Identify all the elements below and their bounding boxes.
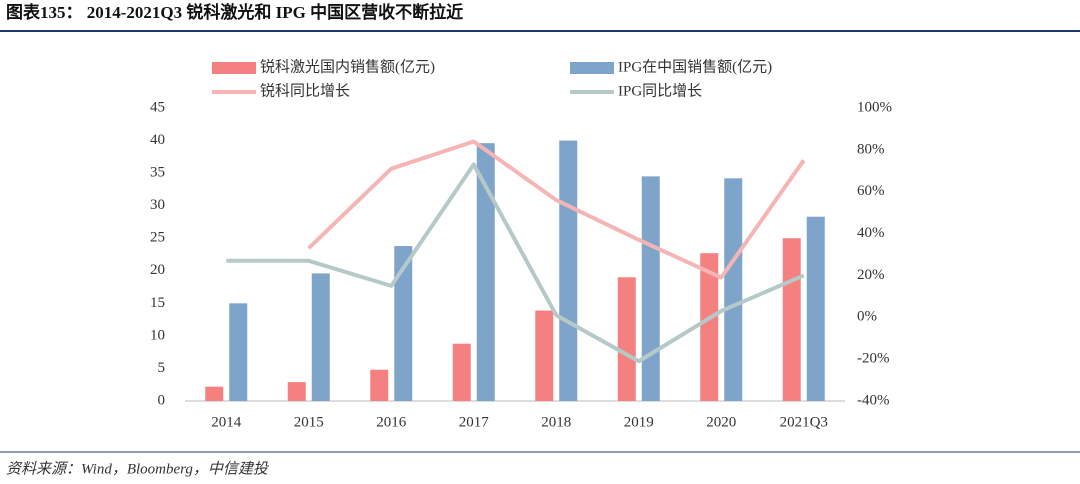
line: [307, 139, 806, 280]
y-tick-label: 5: [158, 360, 166, 376]
y2-tick-label: 0%: [857, 309, 877, 325]
bar: [641, 176, 660, 401]
x-tick-label: 2021Q3: [780, 414, 828, 430]
legend-label: IPG在中国销售额(亿元): [618, 58, 772, 75]
bar: [452, 343, 471, 401]
bar: [394, 246, 413, 401]
bar: [311, 273, 330, 401]
x-tick-label: 2016: [376, 414, 407, 430]
bar: [782, 238, 801, 401]
bar: [370, 369, 389, 401]
bar: [287, 382, 306, 401]
legend-label: 锐科激光国内销售额(亿元): [260, 58, 435, 75]
x-tick-label: 2015: [294, 414, 324, 430]
bar: [700, 253, 719, 401]
y-tick-label: 30: [150, 197, 165, 213]
bar: [205, 386, 224, 401]
bar: [229, 303, 248, 401]
x-tick-label: 2019: [624, 414, 654, 430]
y-tick-label: 25: [150, 230, 165, 246]
y-tick-label: 15: [150, 295, 165, 311]
legend-label: IPG同比增长: [618, 82, 702, 99]
y2-tick-label: 100%: [857, 99, 892, 115]
line: [226, 162, 805, 364]
bar: [535, 310, 554, 401]
y-tick-label: 40: [150, 132, 165, 148]
bar: [806, 216, 825, 401]
y-tick-label: 35: [150, 165, 165, 181]
y-tick-label: 0: [158, 392, 166, 408]
legend-swatch: [212, 62, 256, 74]
bar: [724, 178, 743, 401]
legend-swatch: [570, 62, 614, 74]
y2-tick-label: 80%: [857, 141, 885, 157]
x-tick-label: 2018: [541, 414, 571, 430]
x-tick-label: 2020: [706, 414, 736, 430]
bar: [617, 277, 636, 401]
source-note: 资料来源：Wind，Bloomberg，中信建投: [6, 460, 270, 477]
bar: [476, 143, 495, 401]
x-tick-label: 2014: [211, 414, 242, 430]
y-tick-label: 20: [150, 262, 165, 278]
x-tick-label: 2017: [459, 414, 490, 430]
y2-tick-label: 20%: [857, 267, 885, 283]
y-tick-label: 10: [150, 327, 165, 343]
chart-title: 图表135： 2014-2021Q3 锐科激光和 IPG 中国区营收不断拉近: [6, 2, 463, 22]
y2-tick-label: -40%: [857, 392, 890, 408]
legend-label: 锐科同比增长: [260, 82, 350, 99]
y2-tick-label: -20%: [857, 351, 890, 367]
y2-tick-label: 40%: [857, 225, 885, 241]
y-tick-label: 45: [150, 99, 165, 115]
bar: [559, 140, 578, 402]
y2-tick-label: 60%: [857, 183, 885, 199]
